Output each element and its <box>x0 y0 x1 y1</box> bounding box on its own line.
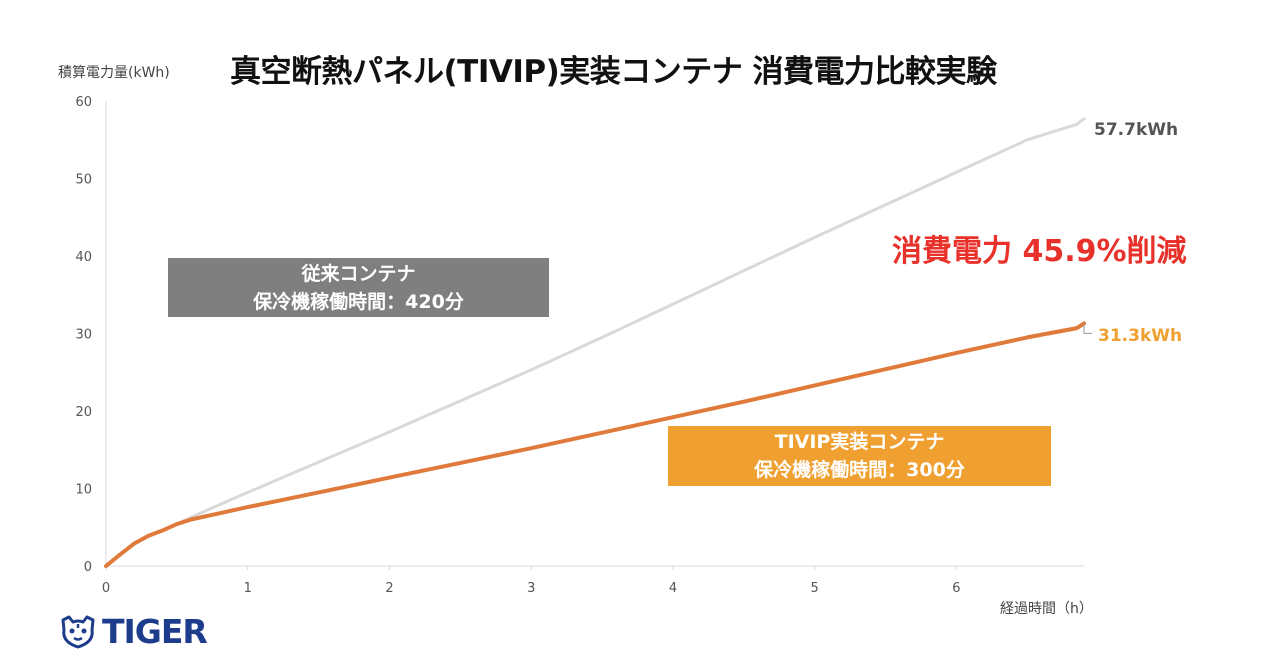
tivip-box-runtime: 保冷機稼働時間：300分 <box>754 459 965 481</box>
conventional-box-runtime: 保冷機稼働時間：420分 <box>253 291 464 313</box>
tiger-face-icon <box>61 615 95 649</box>
x-tick-label: 0 <box>102 581 110 596</box>
y-axis-label: 積算電力量(kWh) <box>58 65 170 81</box>
x-tick-label: 2 <box>385 581 393 596</box>
conventional-info-box: 従来コンテナ 保冷機稼働時間：420分 <box>168 258 549 317</box>
x-tick-label: 1 <box>244 581 252 596</box>
y-tick-label: 20 <box>75 405 92 420</box>
tivip-box-title: TIVIP実装コンテナ <box>774 431 945 453</box>
x-tick-label: 3 <box>527 581 535 596</box>
y-tick-label: 40 <box>75 250 92 265</box>
tiger-logo: TIGER <box>58 612 208 652</box>
x-tick-label: 6 <box>952 581 960 596</box>
series-lines <box>104 117 1092 568</box>
y-tick-label: 30 <box>75 328 92 343</box>
axes: 0 10 20 30 40 50 60 0 1 2 3 4 5 6 <box>75 95 1084 596</box>
x-axis-label: 経過時間（h） <box>1000 601 1093 617</box>
tivip-series-line <box>104 321 1086 568</box>
y-tick-label: 10 <box>75 483 92 498</box>
tivip-info-box: TIVIP実装コンテナ 保冷機稼働時間：300分 <box>668 426 1051 486</box>
y-tick-label: 60 <box>75 95 92 110</box>
tivip-end-label: 31.3kWh <box>1098 326 1183 346</box>
chart-title: 真空断熱パネル(TIVIP)実装コンテナ 消費電力比較実験 <box>230 54 997 90</box>
y-tick-label: 0 <box>84 560 92 575</box>
logo-text: TIGER <box>102 612 208 651</box>
y-tick-label: 50 <box>75 173 92 188</box>
tivip-label-leader <box>1083 323 1092 334</box>
x-tick-label: 4 <box>669 581 677 596</box>
x-tick-label: 5 <box>811 581 819 596</box>
conventional-series-line <box>104 117 1086 568</box>
conventional-box-title: 従来コンテナ <box>301 263 416 285</box>
conventional-end-label: 57.7kWh <box>1094 120 1179 140</box>
reduction-annotation: 消費電力 45.9%削減 <box>892 234 1187 269</box>
